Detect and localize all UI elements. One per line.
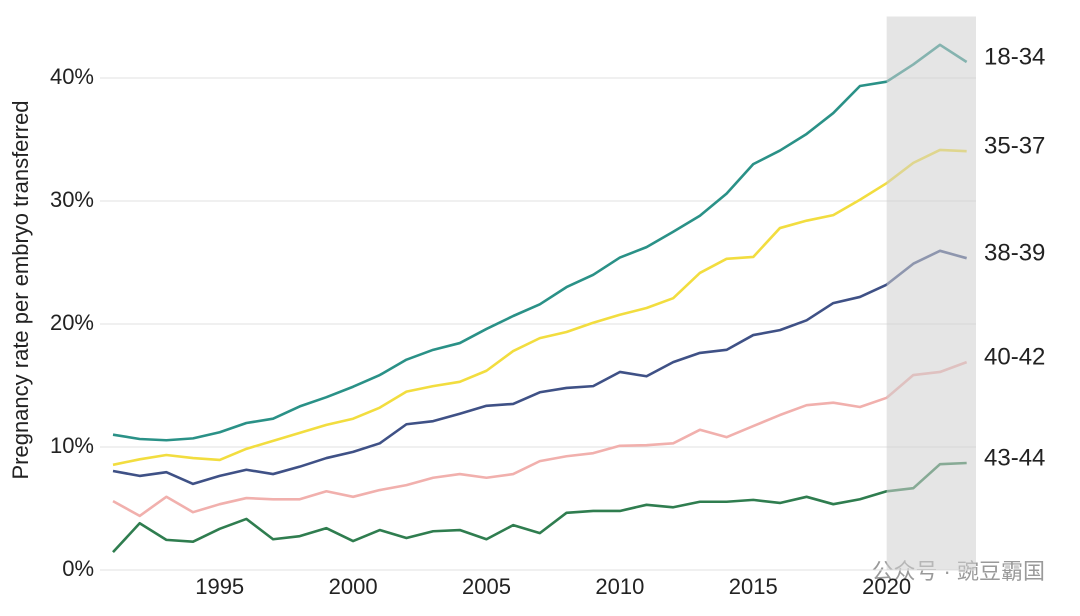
y-tick-label: 0% — [62, 556, 94, 581]
series-line — [112, 43, 968, 442]
series-label: 35-37 — [984, 133, 1045, 160]
y-tick-label: 10% — [50, 433, 94, 458]
series-line — [112, 461, 967, 554]
x-tick-label: 2015 — [729, 574, 778, 599]
series-label: 38-39 — [984, 240, 1045, 267]
y-tick-label: 20% — [50, 310, 94, 335]
highlight-region — [886, 16, 976, 570]
series-label: 18-34 — [984, 43, 1045, 70]
series-line — [112, 148, 967, 467]
series-line — [112, 360, 968, 518]
series-label: 43-44 — [984, 444, 1045, 471]
series-line — [112, 249, 968, 486]
y-tick-label: 40% — [50, 64, 94, 89]
series-label: 40-42 — [984, 343, 1045, 370]
x-tick-label: 2000 — [329, 574, 378, 599]
x-tick-label: 2020 — [862, 574, 911, 599]
y-axis-title: Pregnancy rate per embryo transferred — [8, 100, 33, 479]
y-tick-label: 30% — [50, 187, 94, 212]
x-tick-label: 2010 — [595, 574, 644, 599]
x-tick-label: 1995 — [195, 574, 244, 599]
x-tick-label: 2005 — [462, 574, 511, 599]
